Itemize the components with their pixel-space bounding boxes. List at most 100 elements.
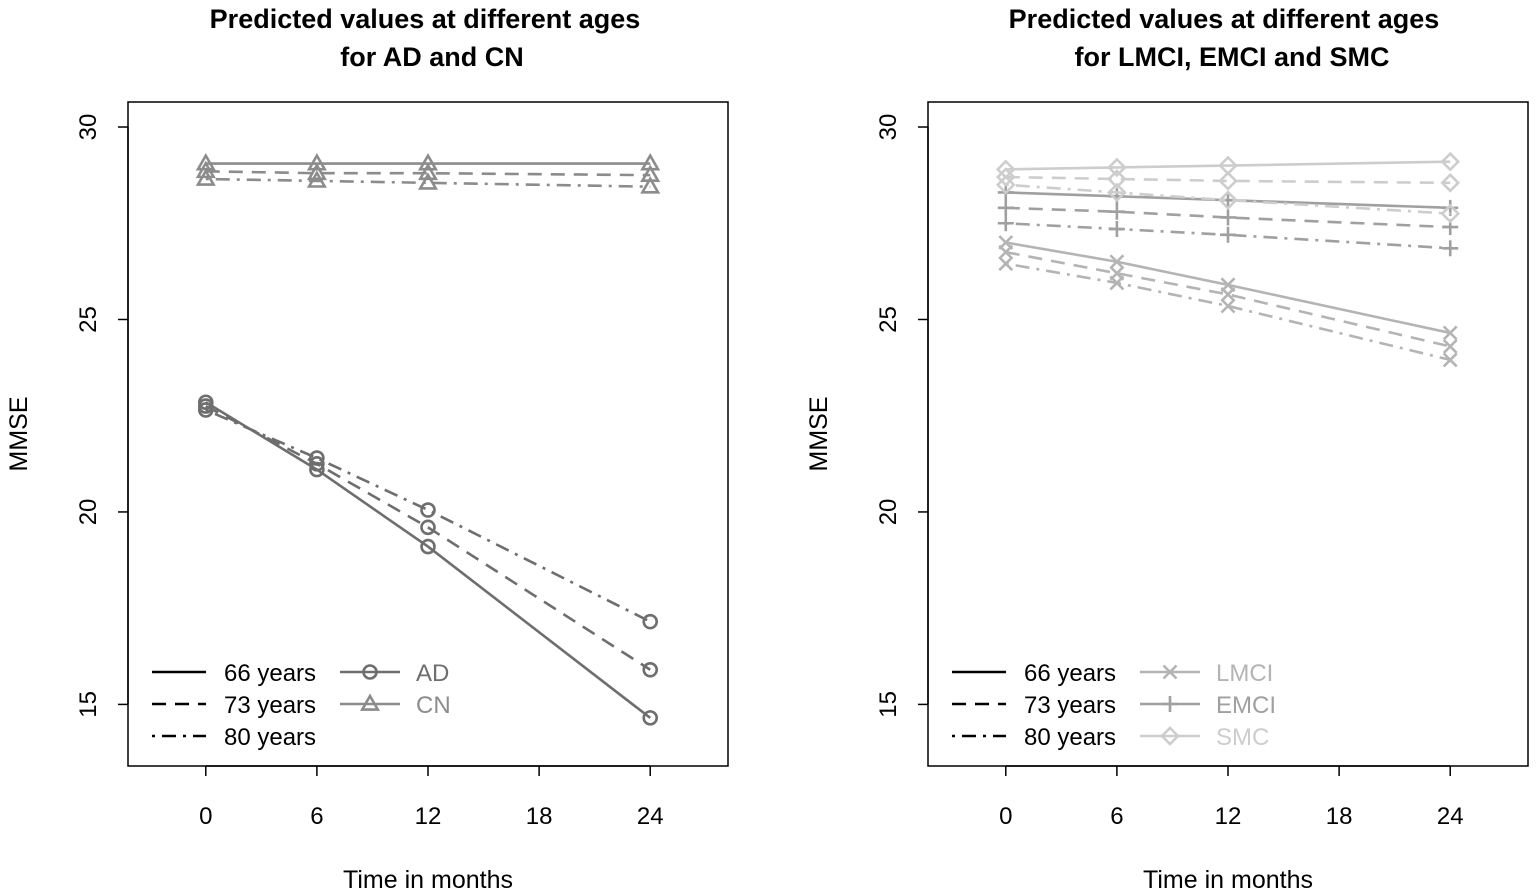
data-point	[306, 170, 327, 188]
legend-label: 80 years	[1024, 724, 1116, 751]
y-axis: 15 20 25 30	[75, 114, 129, 718]
series-lmci-80-years	[998, 256, 1458, 368]
data-point	[1218, 171, 1238, 191]
series-line	[1005, 191, 1451, 210]
series-emci-80-years	[997, 215, 1459, 257]
series-cn-73-years	[195, 160, 661, 183]
data-point	[640, 176, 661, 194]
x-tick-label: 12	[1215, 803, 1242, 830]
series-line	[1005, 206, 1451, 229]
series-lmci-66-years	[998, 235, 1458, 341]
legend-marker	[1162, 696, 1178, 712]
x-axis: 0 6 12 18 24	[999, 765, 1464, 830]
x-axis-label: Time in months	[1143, 866, 1313, 894]
x-tick-label: 6	[310, 803, 323, 830]
legend-label: CN	[416, 692, 451, 719]
legend-label: SMC	[1216, 724, 1269, 751]
data-point	[998, 256, 1014, 272]
plot-area: 0 6 12 18 24 15 20 25 30 66 years 73 years 80 years…	[75, 114, 664, 830]
data-point	[1109, 254, 1125, 270]
data-point	[1109, 275, 1125, 291]
data-point	[1442, 352, 1458, 368]
y-axis-label: MMSE	[5, 397, 33, 472]
series-smc-80-years	[995, 174, 1461, 224]
series-line	[1005, 241, 1451, 335]
series-line	[1005, 250, 1451, 348]
chart-title-line-1: Predicted values at different ages	[1009, 4, 1440, 34]
data-point	[1442, 339, 1458, 354]
series-line	[205, 177, 651, 188]
series-line	[1005, 221, 1451, 250]
data-point	[420, 502, 436, 518]
series-line	[1005, 175, 1451, 185]
series-ad-80-years	[197, 402, 659, 630]
x-tick-label: 6	[1110, 803, 1123, 830]
legend-label: AD	[416, 660, 449, 687]
data-point	[642, 710, 659, 726]
y-tick-label: 30	[75, 114, 102, 141]
panel-ad-cn: Predicted values at different ages for A…	[5, 4, 729, 894]
legend-label: 66 years	[1024, 660, 1116, 687]
x-tick-label: 24	[1437, 803, 1464, 830]
y-tick-label: 20	[875, 499, 902, 526]
data-point	[642, 661, 659, 678]
series-line	[1005, 183, 1451, 215]
data-point	[998, 244, 1014, 260]
series-line	[1005, 262, 1451, 362]
data-point	[1218, 190, 1238, 210]
legend-label: EMCI	[1216, 692, 1276, 719]
series-smc-73-years	[995, 167, 1461, 193]
data-point	[1108, 203, 1125, 220]
data-point	[417, 162, 439, 181]
data-point	[306, 162, 327, 181]
plot-area: 0 6 12 18 24 15 20 25 30 66 years 73 years 80 years…	[875, 114, 1464, 830]
data-point	[306, 152, 327, 171]
x-axis-label: Time in months	[343, 866, 513, 894]
y-tick-label: 30	[875, 114, 902, 141]
series-line	[205, 404, 651, 671]
panel-lmci-emci-smc: Predicted values at different ages for L…	[805, 4, 1529, 894]
data-point	[1107, 157, 1127, 178]
series-lmci-73-years	[998, 244, 1458, 354]
data-point	[1440, 203, 1461, 224]
series-emci-73-years	[997, 199, 1459, 236]
data-point	[1108, 221, 1125, 238]
data-point	[309, 450, 325, 466]
legend-label: LMCI	[1216, 660, 1273, 687]
data-point	[417, 172, 439, 190]
data-point	[997, 199, 1014, 216]
series-cn-66-years	[195, 152, 661, 171]
data-point	[995, 174, 1016, 195]
legend-marker	[1162, 664, 1178, 680]
data-point	[1442, 240, 1459, 257]
y-tick-label: 20	[75, 499, 102, 526]
series-cn-80-years	[195, 168, 661, 194]
data-point	[1220, 287, 1236, 302]
data-point	[195, 168, 216, 186]
chart-title-line-2: for AD and CN	[340, 42, 524, 72]
y-tick-label: 25	[75, 306, 102, 333]
data-point	[197, 402, 214, 418]
data-point	[420, 538, 436, 555]
series-line	[1005, 160, 1451, 171]
series-ad-73-years	[197, 398, 659, 678]
legend-label: 73 years	[224, 692, 316, 719]
x-axis: 0 6 12 18 24	[199, 765, 664, 830]
legend-marker	[1160, 726, 1180, 746]
chart-title-line-1: Predicted values at different ages	[210, 4, 641, 34]
chart-title-line-2: for LMCI, EMCI and SMC	[1075, 42, 1390, 72]
y-axis-label: MMSE	[805, 397, 833, 472]
legend-label: 73 years	[1024, 692, 1116, 719]
y-tick-label: 25	[875, 306, 902, 333]
x-tick-label: 24	[637, 803, 664, 830]
legend-marker	[362, 664, 378, 680]
legend: 66 years 73 years 80 years AD CN	[152, 660, 451, 751]
legend-marker	[359, 693, 381, 711]
data-point	[309, 456, 325, 472]
data-point	[642, 613, 659, 630]
y-tick-label: 15	[875, 691, 902, 718]
legend-label: 66 years	[224, 660, 316, 687]
data-point	[1220, 226, 1236, 243]
x-tick-label: 0	[199, 803, 212, 830]
